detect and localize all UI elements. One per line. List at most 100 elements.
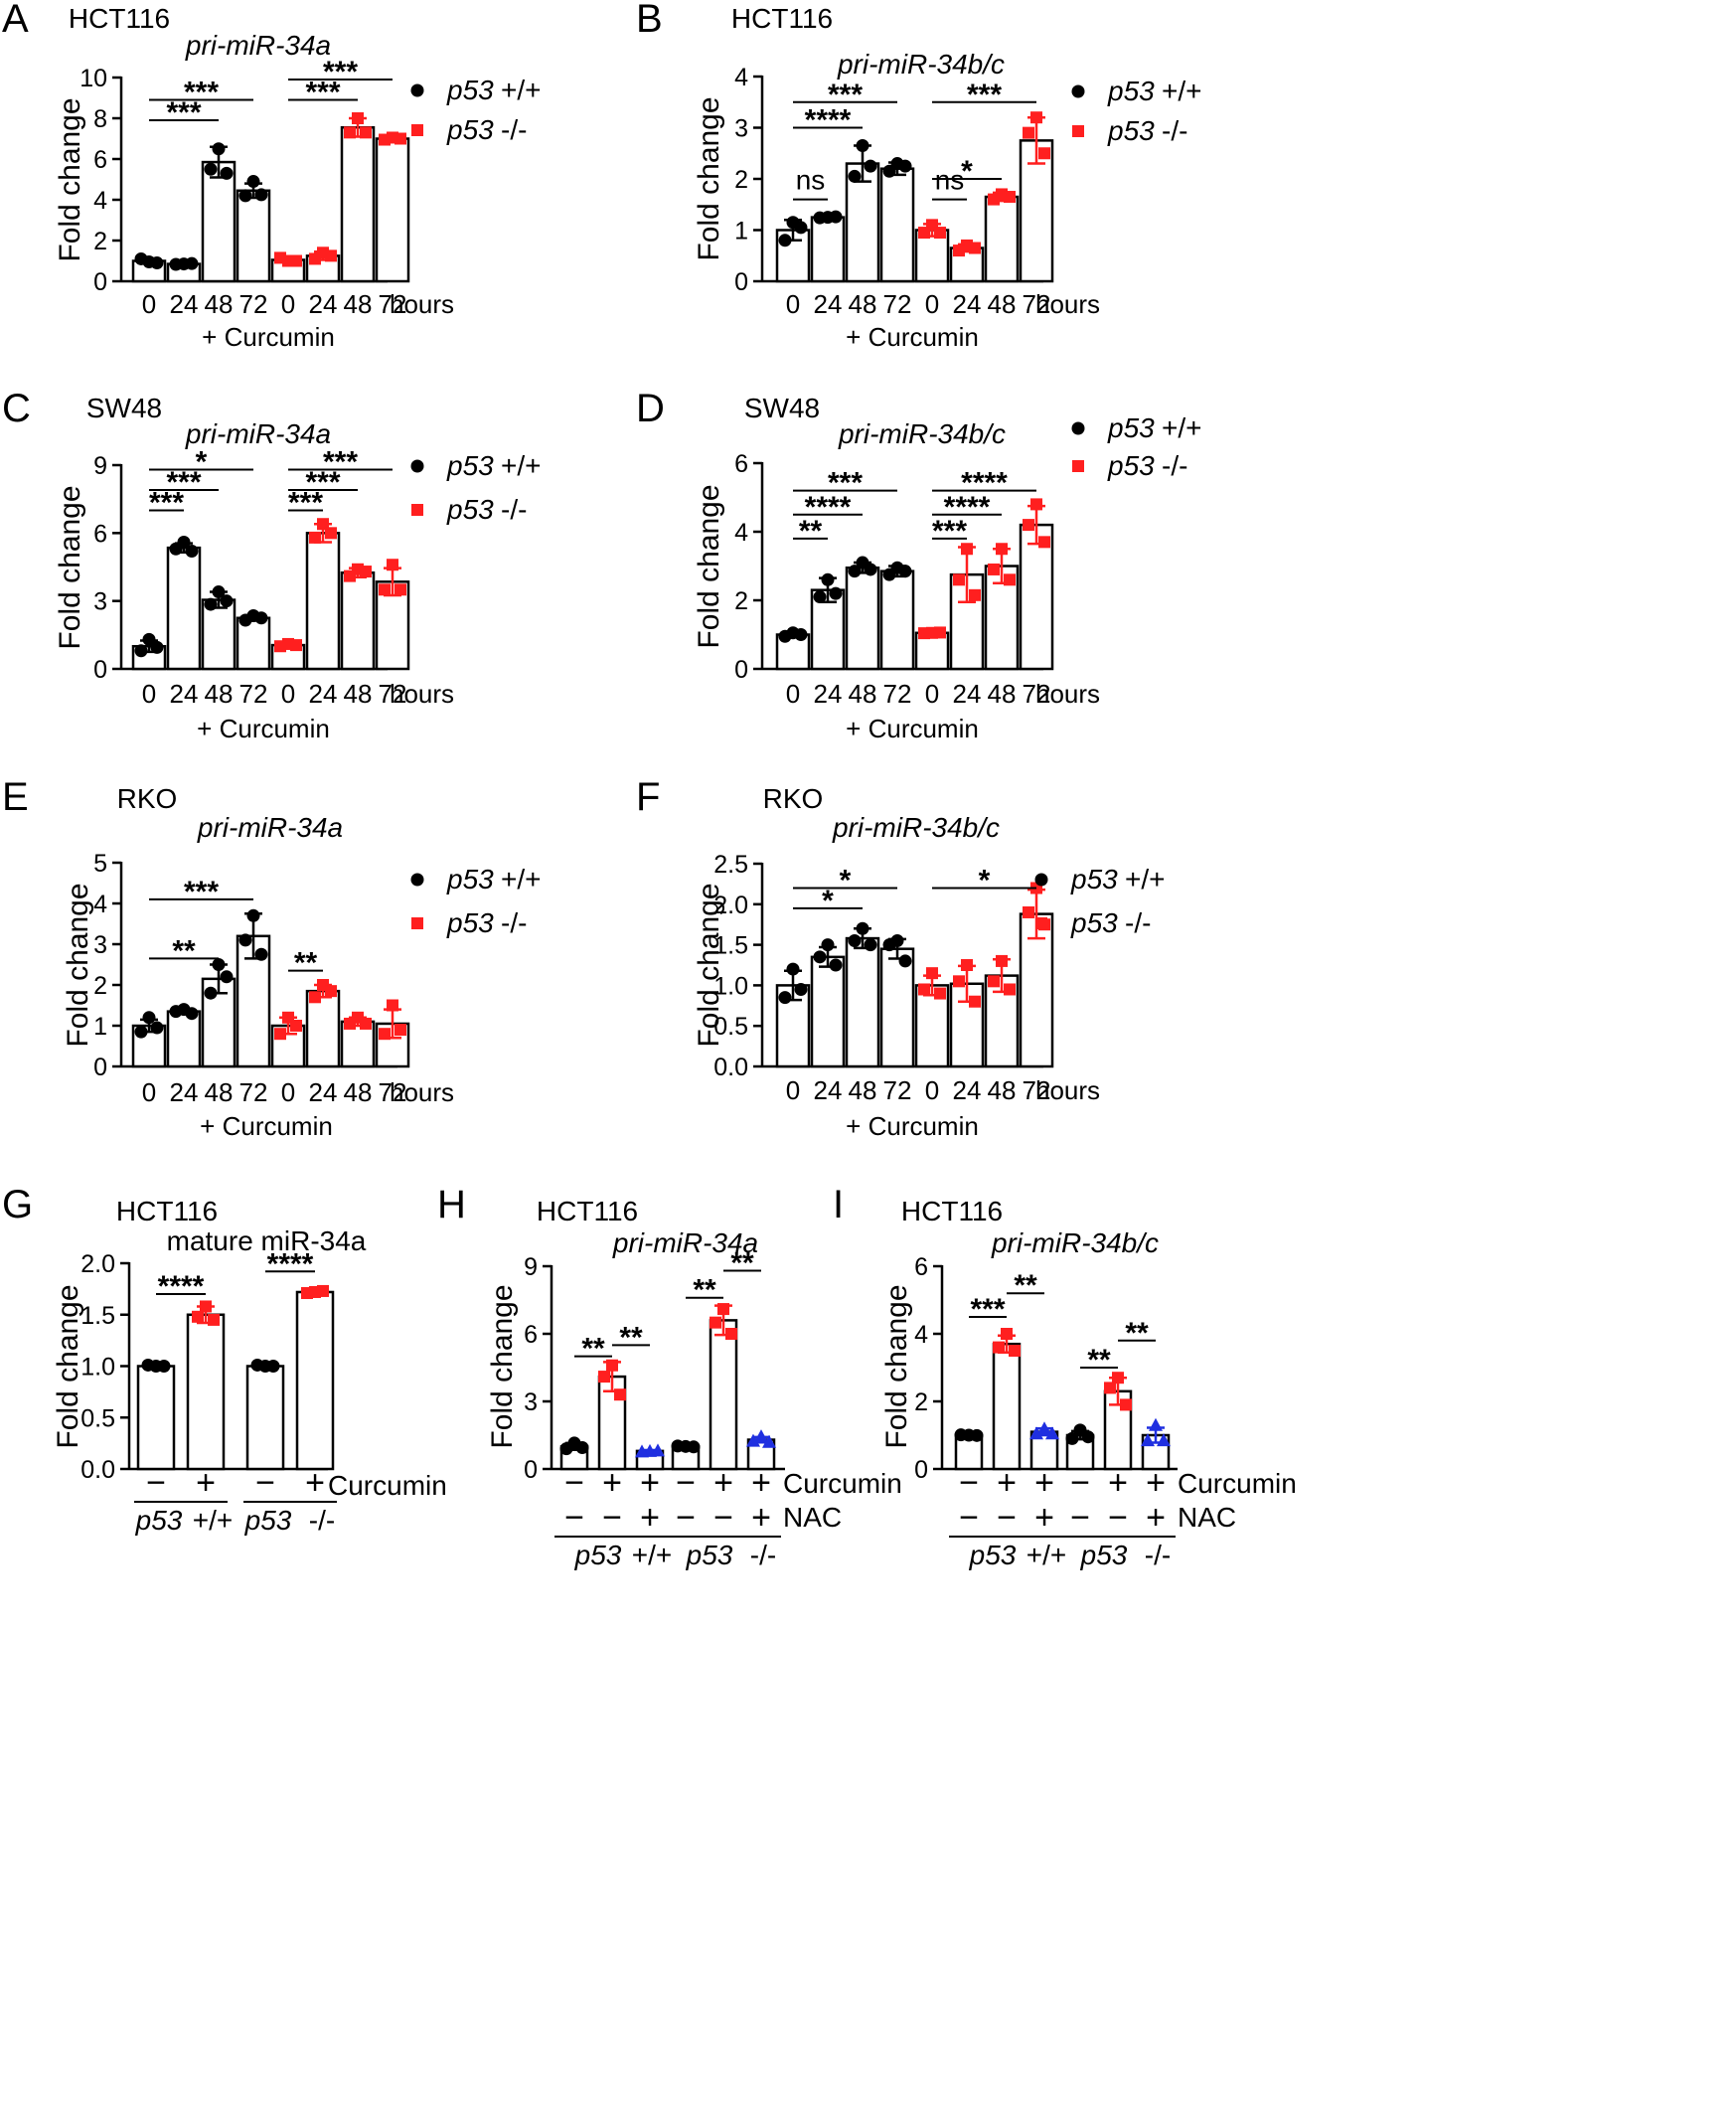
data-point: [309, 252, 321, 265]
bar: [845, 936, 880, 1068]
y-tick-label: 0: [524, 1456, 538, 1484]
genotype-gene: p53: [574, 1540, 622, 1570]
y-axis-label: Fold change: [62, 883, 94, 1047]
curcumin-sign: −: [959, 1464, 979, 1502]
x-tick-label: 48: [849, 1075, 877, 1105]
bar: [810, 216, 846, 283]
data-point: [208, 1313, 220, 1326]
x-tick-label: 72: [379, 1077, 407, 1107]
bar: [1019, 912, 1054, 1068]
legend-gene-wt: p53: [446, 864, 494, 895]
data-point: [157, 1360, 171, 1373]
y-tick-label: 0.0: [80, 1456, 115, 1484]
data-point: [254, 611, 268, 625]
genotype-label: -/-: [309, 1505, 335, 1536]
legend-marker-ko: [411, 917, 423, 929]
data-point: [290, 639, 302, 652]
data-point: [898, 159, 912, 173]
data-point: [882, 938, 896, 952]
data-point: [352, 112, 364, 124]
data-point: [1112, 1372, 1124, 1385]
data-point: [848, 565, 862, 578]
data-point: [212, 142, 226, 156]
nac-sign: −: [1070, 1499, 1090, 1537]
hours-label: hours: [1035, 289, 1100, 319]
data-point: [360, 1017, 372, 1030]
y-tick-label: 9: [93, 452, 107, 480]
data-point: [344, 126, 356, 139]
bar: [295, 1290, 335, 1471]
data-point: [220, 970, 234, 984]
legend-marker-ko: [1072, 460, 1084, 472]
bar: [166, 1010, 202, 1068]
data-point: [969, 242, 981, 254]
x-tick-label: 48: [988, 1075, 1017, 1105]
y-tick-label: 4: [93, 187, 107, 215]
treatment-label: + Curcumin: [846, 1111, 979, 1141]
significance-label: ***: [323, 446, 358, 479]
legend: p53 +/+p53 -/-: [410, 864, 541, 938]
data-point: [813, 211, 827, 225]
data-point: [993, 1341, 1005, 1354]
panel-letter: A: [2, 0, 29, 41]
data-point: [864, 938, 877, 952]
data-point: [238, 189, 252, 203]
y-axis-label: Fold change: [693, 96, 725, 260]
data-point: [134, 251, 148, 265]
curcumin-sign: +: [713, 1464, 733, 1502]
x-tick-label: 48: [988, 679, 1017, 709]
x-tick-label: 24: [953, 1075, 982, 1105]
nac-sign: +: [640, 1499, 660, 1537]
x-tick-label: 48: [344, 679, 373, 709]
y-axis-label: Fold change: [54, 97, 86, 261]
legend-genotype-wt: +/+: [501, 864, 541, 895]
curcumin-sign: −: [676, 1464, 696, 1502]
bar: [984, 195, 1020, 283]
significance-label: ***: [149, 487, 184, 520]
curcumin-sign: −: [564, 1464, 584, 1502]
data-point: [882, 568, 896, 581]
data-point: [142, 1011, 156, 1025]
data-point: [254, 188, 268, 202]
y-tick-label: 2: [93, 228, 107, 255]
data-point: [575, 1440, 589, 1454]
y-tick-label: 0.5: [80, 1404, 115, 1432]
bar: [186, 1313, 226, 1471]
data-point: [317, 518, 329, 531]
data-point: [220, 594, 234, 608]
data-point: [266, 1360, 280, 1373]
x-tick-label: 24: [309, 289, 338, 319]
x-tick-label: 0: [786, 679, 800, 709]
x-tick-label: 24: [309, 679, 338, 709]
gene-title: pri-miR-34b/c: [991, 1227, 1159, 1258]
treatment-label: + Curcumin: [846, 322, 979, 352]
x-tick-label: 0: [925, 679, 939, 709]
genotype-gene: p53: [686, 1540, 733, 1570]
data-point: [988, 563, 1000, 575]
significance-label: ***: [970, 1293, 1005, 1326]
legend-gene-wt: p53: [446, 450, 494, 481]
panel-letter: F: [636, 775, 660, 819]
gene-title: pri-miR-34b/c: [832, 812, 1000, 843]
panel-letter: I: [833, 1183, 844, 1226]
nac-sign: −: [997, 1499, 1017, 1537]
data-point: [142, 632, 156, 646]
bar: [201, 160, 237, 283]
x-tick-label: 72: [883, 289, 912, 319]
cell-line-label: SW48: [744, 393, 820, 423]
significance-label: **: [619, 1321, 643, 1354]
data-point: [301, 1287, 313, 1300]
legend-gene-ko: p53: [446, 494, 494, 525]
data-point: [1065, 1431, 1079, 1445]
data-point: [725, 1328, 737, 1340]
significance-label: ***: [323, 56, 358, 88]
gene-title: mature miR-34a: [167, 1225, 367, 1256]
bar: [879, 570, 915, 671]
significance-label: ****: [805, 104, 852, 137]
treatment-label: + Curcumin: [846, 714, 979, 743]
data-point: [150, 256, 164, 270]
x-tick-label: 48: [988, 289, 1017, 319]
y-tick-label: 4: [734, 519, 748, 547]
y-tick-label: 3: [93, 588, 107, 616]
